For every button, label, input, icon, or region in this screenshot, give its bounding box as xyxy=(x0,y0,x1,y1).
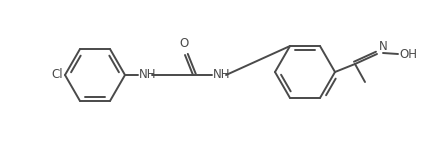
Text: N: N xyxy=(379,40,388,53)
Text: NH: NH xyxy=(213,69,230,81)
Text: NH: NH xyxy=(139,69,157,81)
Text: OH: OH xyxy=(399,48,417,60)
Text: O: O xyxy=(179,37,189,50)
Text: Cl: Cl xyxy=(51,69,63,81)
